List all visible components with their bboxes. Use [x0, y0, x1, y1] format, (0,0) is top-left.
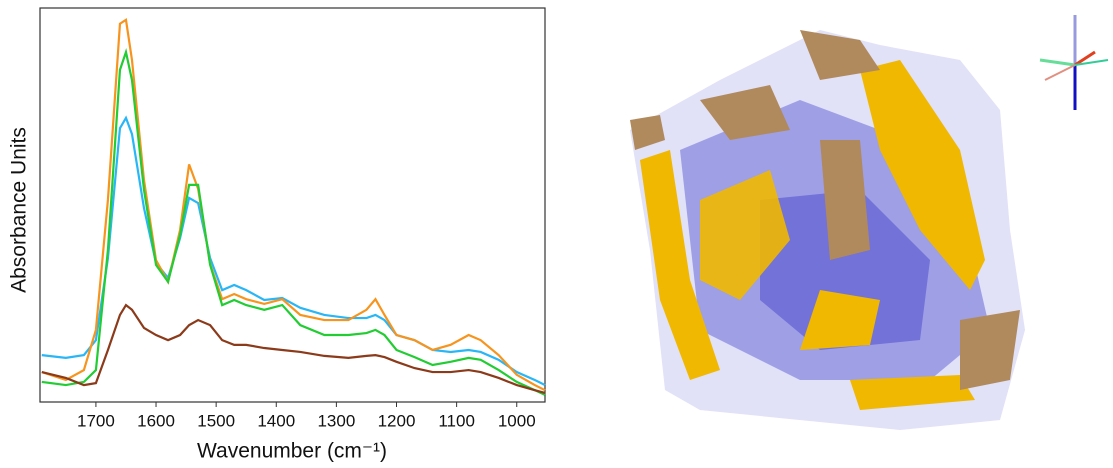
x-tick-label: 1300: [317, 411, 355, 430]
spectrum-line: [41, 17, 546, 392]
y-axis-label: Absorbance Units: [8, 127, 31, 293]
x-tick-label: 1400: [257, 411, 295, 430]
x-tick-label: 1200: [378, 411, 416, 430]
x-axis-label: Wavenumber (cm⁻¹): [197, 440, 387, 463]
x-tick-label: 1500: [197, 411, 235, 430]
spectrum-line: [41, 115, 546, 387]
spectrum-line: [41, 303, 546, 395]
volume-render: [630, 15, 1109, 430]
x-tick-label: 1600: [137, 411, 175, 430]
x-tick-label: 1000: [498, 411, 536, 430]
plot-frame: [39, 7, 546, 403]
x-tick-label: 1100: [438, 411, 475, 430]
spectrum-line: [41, 48, 546, 396]
x-tick-label: 1700: [77, 411, 115, 430]
